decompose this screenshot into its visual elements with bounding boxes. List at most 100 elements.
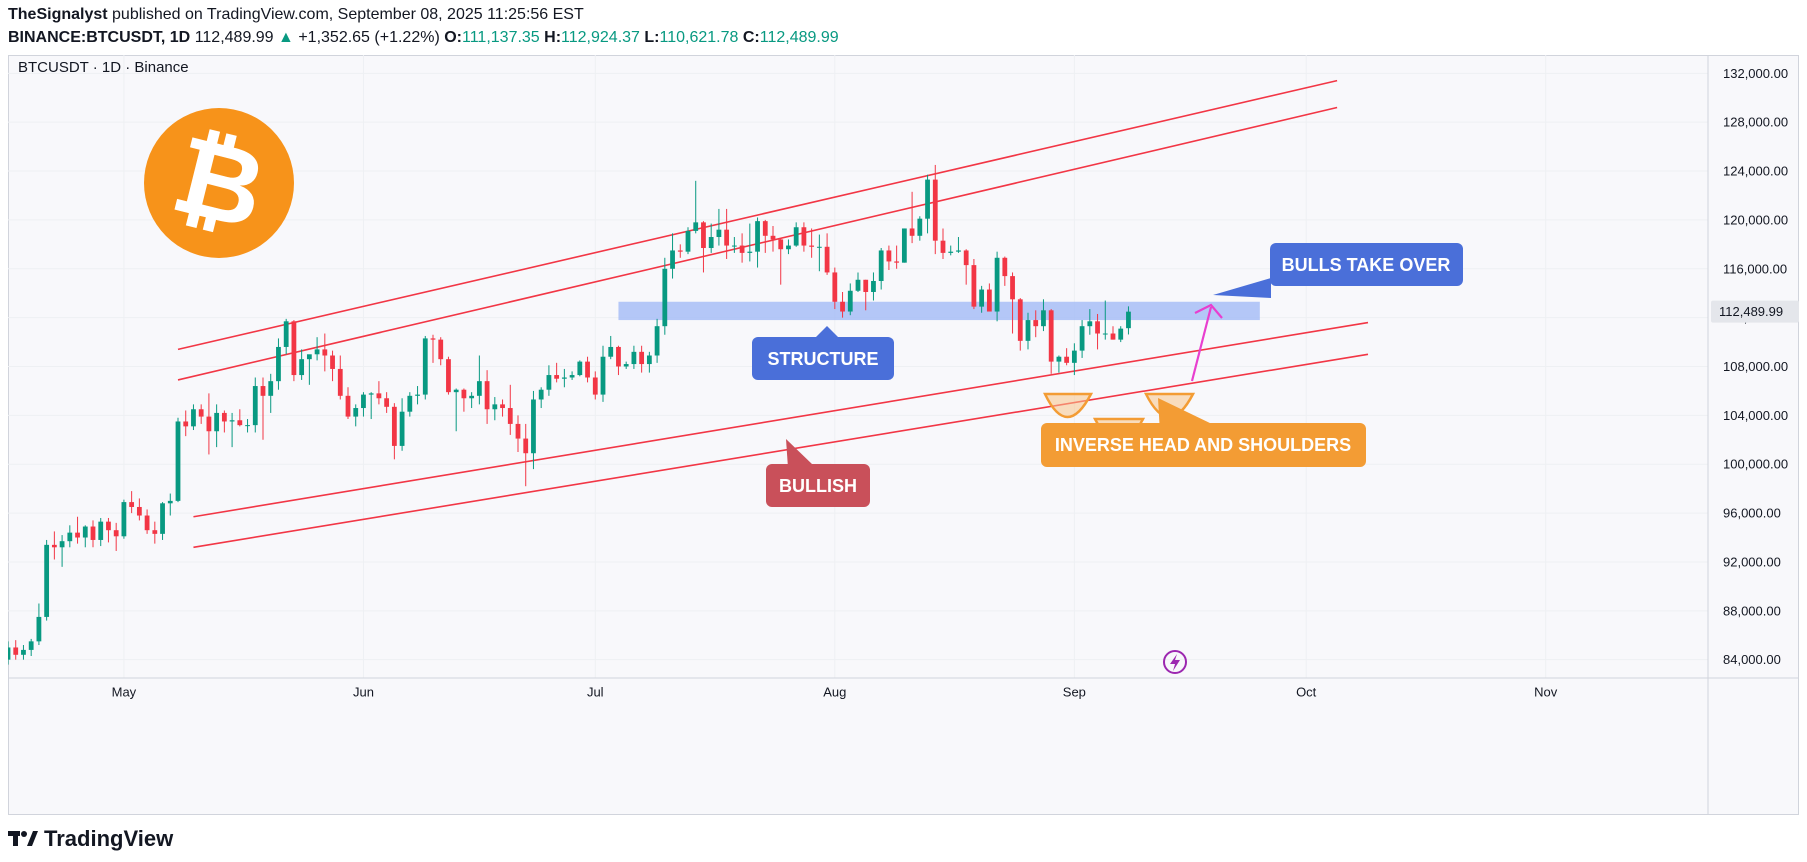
high-label: H: [544, 29, 562, 46]
candle [438, 337, 444, 366]
candle-body [786, 245, 791, 250]
candle-body [948, 251, 954, 253]
candle [44, 539, 50, 621]
candle [1071, 343, 1077, 376]
candle-body [221, 412, 227, 422]
candle [330, 350, 335, 382]
candle [129, 491, 135, 514]
candle [337, 355, 343, 400]
price-tick-label: 92,000.00 [1723, 554, 1781, 569]
last-price: 112,489.99 [194, 29, 274, 46]
candle-body [600, 356, 606, 395]
candle-body [407, 395, 413, 412]
candle-body [731, 245, 737, 247]
candle [1079, 320, 1085, 358]
candle [762, 219, 768, 253]
candle-body [979, 289, 985, 307]
candle [306, 354, 312, 385]
candle-body [531, 399, 536, 454]
tradingview-footer[interactable]: TradingView [8, 826, 173, 852]
candle [461, 388, 467, 412]
candle-body [461, 389, 467, 399]
candle [538, 387, 544, 409]
price-tick-label: 132,000.00 [1723, 66, 1788, 81]
candle-body [832, 272, 838, 302]
candle-body [361, 394, 366, 409]
candle [770, 226, 776, 252]
candle [469, 392, 475, 409]
candle [430, 334, 436, 363]
candle-body [616, 346, 621, 367]
candle-body [677, 250, 683, 252]
candle [786, 239, 791, 255]
candle-body [415, 394, 420, 396]
candle [175, 417, 181, 503]
candle-body [762, 221, 768, 236]
publish-info: TheSignalyst published on TradingView.co… [8, 6, 584, 24]
candle [314, 337, 320, 361]
time-tick-label: Sep [1063, 685, 1086, 700]
candle-body [21, 649, 26, 655]
candle [886, 245, 892, 270]
candle-body [793, 227, 799, 246]
candle-body [268, 381, 274, 396]
candle [1033, 310, 1039, 338]
candle [546, 365, 552, 396]
candle [894, 245, 900, 269]
candle [206, 393, 212, 455]
candle-body [623, 364, 629, 367]
candle-body [121, 502, 127, 537]
candle-body [917, 218, 923, 236]
candle [361, 392, 366, 417]
candle-body [291, 321, 297, 376]
candle [847, 283, 853, 316]
candle [631, 345, 637, 369]
candle [268, 373, 274, 413]
candle [1126, 306, 1131, 335]
candle-body [608, 346, 614, 357]
candle [515, 415, 521, 453]
candle [283, 318, 289, 355]
candle [871, 272, 876, 301]
candle [932, 164, 938, 255]
open-label: O: [444, 29, 462, 46]
channel-line-upper-outer [177, 79, 1338, 351]
price-chart[interactable]: ₿ BTCUSDT · 1D · Binance BULLS TAKE OVER… [8, 55, 1799, 815]
time-tick-label: Aug [823, 685, 846, 700]
candle [531, 390, 536, 470]
bulls-take-over-label: BULLS TAKE OVER [1282, 255, 1451, 275]
candle [291, 320, 297, 382]
candle [793, 222, 799, 247]
candle-body [724, 229, 730, 246]
channel-line-lower-outer [193, 353, 1369, 549]
candle-body [646, 355, 652, 365]
symbol-ohlc-line: BINANCE:BTCUSDT, 1D 112,489.99 ▲ +1,352.… [8, 29, 839, 47]
candle [1056, 355, 1062, 373]
candle-body [28, 641, 34, 650]
candle-body [1071, 350, 1077, 363]
candle-body [129, 502, 135, 507]
candle-body [770, 235, 776, 240]
candle-body [631, 351, 637, 365]
structure-callout: STRUCTURE [752, 326, 894, 380]
candle [739, 233, 745, 263]
candle-body [1102, 333, 1108, 335]
candle-body [384, 398, 390, 407]
price-tick-label: 116,000.00 [1723, 261, 1787, 276]
candle [21, 645, 26, 660]
candle [986, 283, 992, 312]
author-name[interactable]: TheSignalyst [8, 6, 108, 23]
lightning-event-icon[interactable] [1163, 650, 1187, 674]
candle-body [840, 301, 845, 312]
low-value: 110,621.78 [659, 29, 739, 46]
candle-body [306, 354, 312, 360]
price-axis: 84,000.00 88,000.00 92,000.00 96,000.00 100,… [1723, 66, 1788, 667]
candle-body [708, 237, 714, 249]
candle [299, 349, 305, 380]
candle-body [1002, 257, 1008, 277]
candle [925, 174, 930, 234]
candle-body [13, 647, 19, 655]
candle [917, 216, 923, 241]
candle [677, 244, 683, 258]
candle [940, 228, 946, 260]
